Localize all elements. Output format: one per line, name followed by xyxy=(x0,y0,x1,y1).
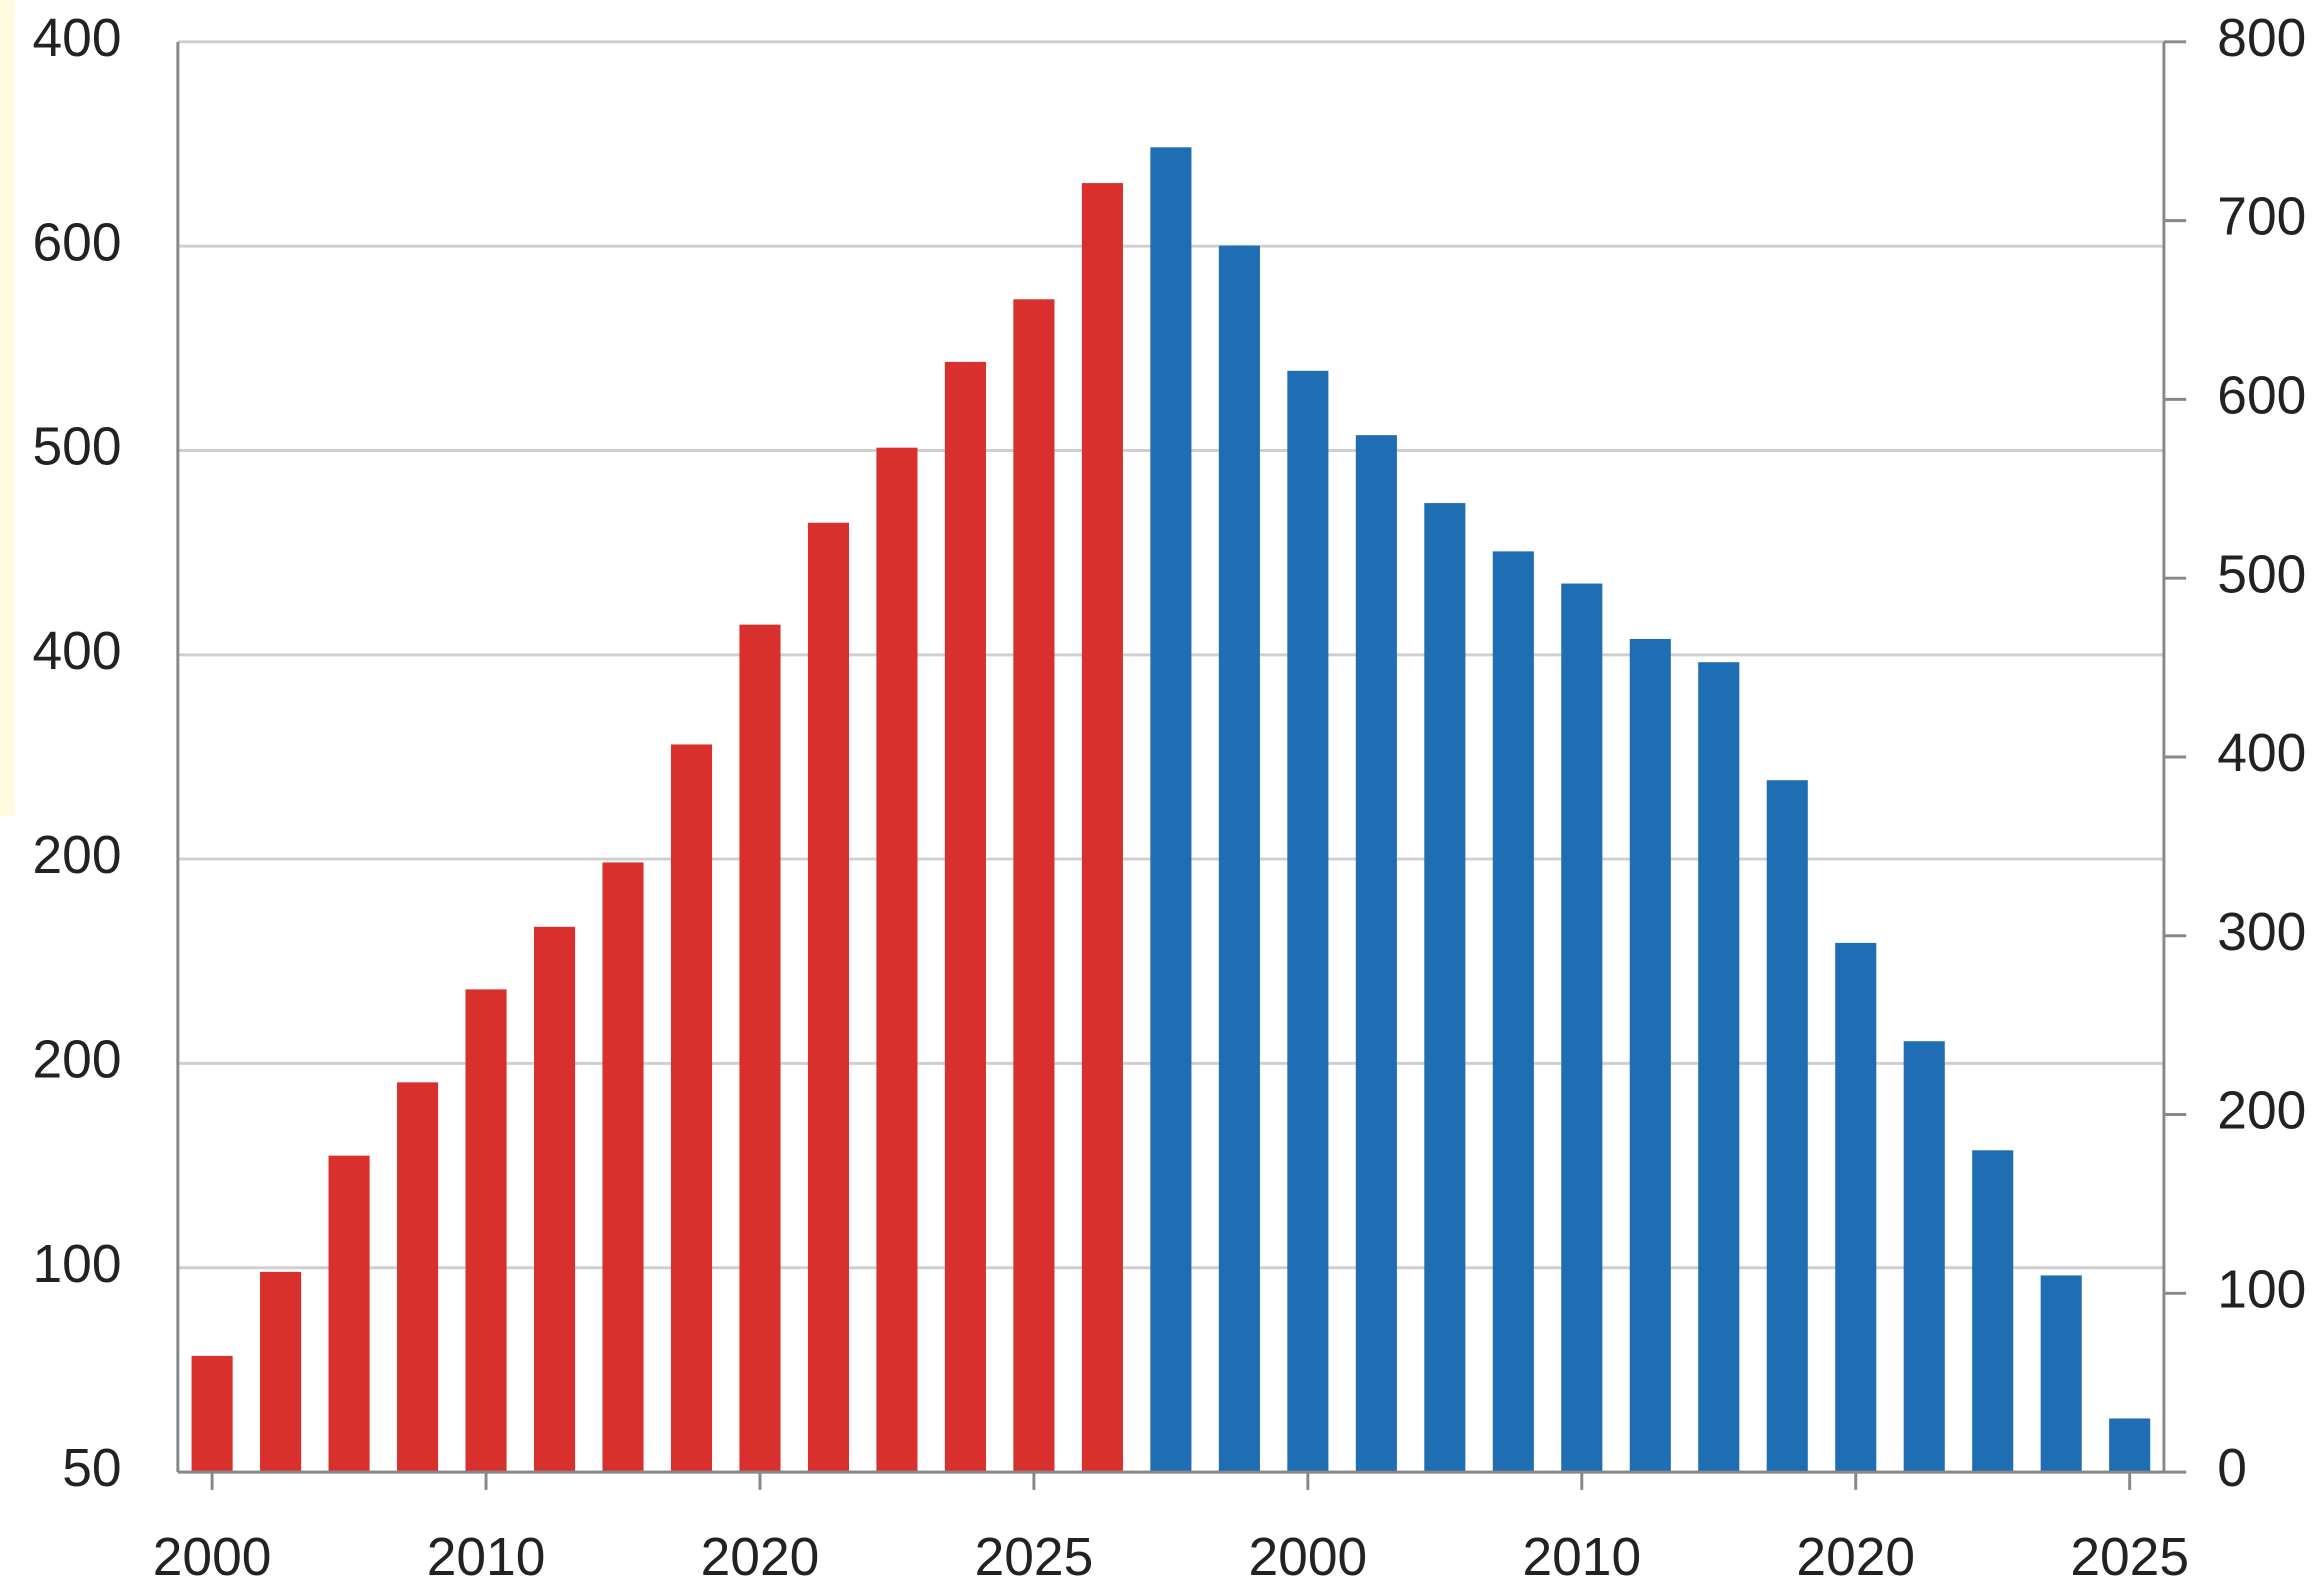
y-tick-label: 600 xyxy=(33,213,122,272)
bar xyxy=(670,744,713,1473)
y-tick-label: 100 xyxy=(33,1235,122,1294)
bar xyxy=(328,1155,370,1473)
x-tick-label: 2025 xyxy=(975,1528,1094,1587)
bar xyxy=(533,926,576,1473)
y2-tick-label: 300 xyxy=(2217,903,2306,962)
x-tick-label: 2025 xyxy=(2070,1528,2189,1587)
x-tick-label: 2020 xyxy=(701,1528,820,1587)
bar xyxy=(1355,435,1397,1473)
y2-tick-label: 500 xyxy=(2217,545,2306,604)
bar xyxy=(1081,183,1123,1473)
bar xyxy=(1561,583,1603,1473)
x-tick-label: 2010 xyxy=(427,1528,546,1587)
y2-tick-label: 700 xyxy=(2217,188,2306,247)
y2-tick-label: 600 xyxy=(2217,366,2306,425)
y-tick-label: 50 xyxy=(62,1439,121,1498)
y-tick-label: 200 xyxy=(33,826,122,885)
bar xyxy=(1150,147,1192,1473)
bar xyxy=(944,361,986,1473)
y2-tick-label: 0 xyxy=(2217,1439,2247,1498)
bar xyxy=(1903,1041,1945,1473)
y2-tick-label: 800 xyxy=(2217,9,2306,68)
bar xyxy=(1424,503,1466,1473)
bar xyxy=(876,447,918,1473)
y-tick-label: 400 xyxy=(33,9,122,68)
bar xyxy=(1972,1150,2014,1473)
y-tick-label: 200 xyxy=(33,1030,122,1089)
bar xyxy=(1492,551,1534,1473)
bar xyxy=(397,1082,439,1473)
bar xyxy=(1013,299,1055,1473)
bar xyxy=(260,1271,302,1473)
bar xyxy=(1629,638,1671,1473)
y2-tick-label: 200 xyxy=(2217,1082,2306,1141)
x-tick-label: 2020 xyxy=(1796,1528,1915,1587)
x-tick-label: 2000 xyxy=(1249,1528,1368,1587)
y-tick-label: 500 xyxy=(33,418,122,477)
bar xyxy=(1835,942,1877,1473)
bar xyxy=(1766,780,1808,1473)
x-tick-label: 2000 xyxy=(153,1528,272,1587)
edge-strip xyxy=(0,0,15,816)
y2-tick-label: 400 xyxy=(2217,724,2306,783)
bar xyxy=(191,1355,233,1473)
bar xyxy=(1218,245,1260,1473)
y-tick-label: 400 xyxy=(33,622,122,681)
bar xyxy=(465,989,507,1473)
bar xyxy=(739,624,781,1473)
bar xyxy=(2040,1275,2082,1473)
x-tick-label: 2010 xyxy=(1522,1528,1641,1587)
bar xyxy=(1287,370,1329,1473)
y2-tick-label: 100 xyxy=(2217,1260,2306,1319)
bar xyxy=(1698,662,1740,1473)
bar xyxy=(2109,1418,2151,1473)
bar xyxy=(807,522,850,1473)
bar xyxy=(602,862,644,1473)
